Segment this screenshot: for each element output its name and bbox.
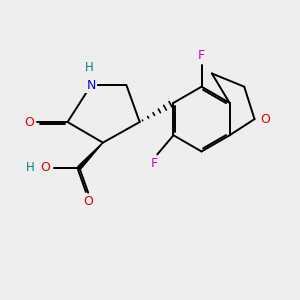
Text: F: F [151, 157, 158, 170]
Text: O: O [24, 116, 34, 128]
Text: N: N [86, 79, 96, 92]
Text: H: H [26, 161, 35, 174]
Text: O: O [260, 112, 270, 126]
Polygon shape [78, 142, 103, 169]
Text: O: O [40, 161, 50, 174]
Text: H: H [85, 61, 94, 74]
Text: O: O [83, 195, 93, 208]
Text: F: F [198, 49, 205, 62]
